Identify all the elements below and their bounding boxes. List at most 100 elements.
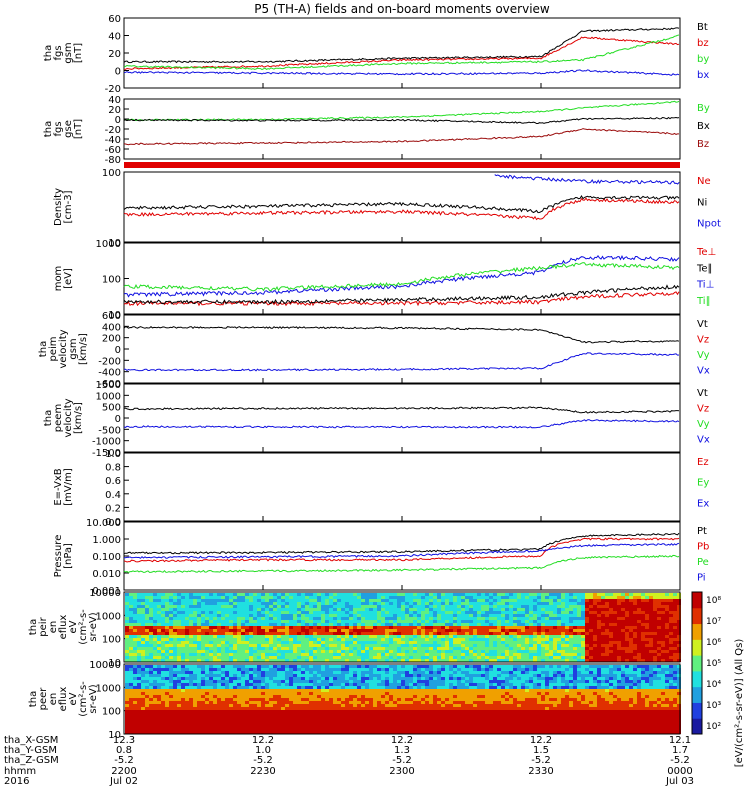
spectrogram-cell [633, 695, 637, 698]
spectrogram-cell [133, 629, 137, 632]
spectrogram-cell [257, 650, 261, 653]
spectrogram-cell [561, 680, 565, 683]
spectrogram-cell [369, 629, 373, 632]
spectrogram-cell [401, 608, 405, 611]
spectrogram-cell [561, 596, 565, 599]
spectrogram-cell [173, 626, 177, 629]
spectrogram-cell [493, 623, 497, 626]
spectrogram-cell [449, 626, 453, 629]
spectrogram-cell [521, 608, 525, 611]
spectrogram-cell [385, 650, 389, 653]
y-tick-label: 100 [102, 275, 121, 286]
spectrogram-cell [409, 677, 413, 680]
spectrogram-cell [193, 680, 197, 683]
spectrogram-cell [657, 659, 661, 662]
spectrogram-cell [445, 683, 449, 686]
spectrogram-cell [173, 674, 177, 677]
spectrogram-cell [453, 608, 457, 611]
spectrogram-cell [489, 683, 493, 686]
spectrogram-cell [481, 656, 485, 659]
spectrogram-cell [497, 638, 501, 641]
spectrogram-cell [613, 680, 617, 683]
spectrogram-cell [461, 689, 465, 692]
spectrogram-cell [125, 632, 129, 635]
spectrogram-cell [589, 629, 593, 632]
spectrogram-cell [145, 644, 149, 647]
spectrogram-cell [213, 635, 217, 638]
spectrogram-cell [537, 608, 541, 611]
spectrogram-cell [341, 632, 345, 635]
spectrogram-cell [325, 620, 329, 623]
spectrogram-cell [341, 689, 345, 692]
spectrogram-cell [337, 647, 341, 650]
spectrogram-cell [185, 674, 189, 677]
spectrogram-cell [129, 611, 133, 614]
spectrogram-cell [317, 632, 321, 635]
spectrogram-cell [305, 635, 309, 638]
spectrogram-cell [669, 641, 673, 644]
spectrogram-cell [269, 680, 273, 683]
spectrogram-cell [549, 608, 553, 611]
spectrogram-cell [513, 647, 517, 650]
spectrogram-cell [517, 626, 521, 629]
spectrogram-cell [509, 632, 513, 635]
spectrogram-cell [165, 656, 169, 659]
spectrogram-cell [645, 638, 649, 641]
spectrogram-cell [485, 638, 489, 641]
spectrogram-cell [377, 620, 381, 623]
spectrogram-cell [405, 596, 409, 599]
spectrogram-cell [497, 686, 501, 689]
spectrogram-cell [445, 602, 449, 605]
spectrogram-cell [637, 695, 641, 698]
spectrogram-cell [521, 668, 525, 671]
spectrogram-cell [545, 647, 549, 650]
spectrogram-cell [513, 668, 517, 671]
spectrogram-cell [225, 659, 229, 662]
spectrogram-cell [481, 617, 485, 620]
spectrogram-cell [425, 611, 429, 614]
spectrogram-cell [269, 665, 273, 668]
spectrogram-cell [537, 683, 541, 686]
spectrogram-cell [293, 593, 297, 596]
spectrogram-cell [253, 599, 257, 602]
spectrogram-cell [541, 605, 545, 608]
spectrogram-cell [433, 668, 437, 671]
spectrogram-cell [613, 686, 617, 689]
spectrogram-cell [213, 653, 217, 656]
spectrogram-cell [313, 617, 317, 620]
spectrogram-cell [317, 593, 321, 596]
spectrogram-cell [277, 623, 281, 626]
spectrogram-cell [313, 677, 317, 680]
spectrogram-cell [641, 614, 645, 617]
spectrogram-cell [357, 644, 361, 647]
spectrogram-cell [269, 647, 273, 650]
spectrogram-cell [345, 638, 349, 641]
spectrogram-cell [161, 638, 165, 641]
spectrogram-cell [649, 695, 653, 698]
spectrogram-cell [473, 650, 477, 653]
spectrogram-cell [221, 680, 225, 683]
spectrogram-cell [461, 626, 465, 629]
spectrogram-cell [373, 629, 377, 632]
spectrogram-cell [585, 641, 589, 644]
spectrogram-cell [225, 593, 229, 596]
spectrogram-cell [221, 602, 225, 605]
spectrogram-cell [325, 596, 329, 599]
spectrogram-cell [157, 656, 161, 659]
spectrogram-cell [345, 671, 349, 674]
spectrogram-cell [401, 653, 405, 656]
spectrogram-cell [477, 638, 481, 641]
spectrogram-cell [209, 620, 213, 623]
spectrogram-cell [541, 602, 545, 605]
spectrogram-cell [125, 695, 129, 698]
spectrogram-cell [149, 623, 153, 626]
spectrogram-cell [329, 665, 333, 668]
spectrogram-cell [257, 599, 261, 602]
spectrogram-cell [225, 620, 229, 623]
spectrogram-cell [497, 596, 501, 599]
spectrogram-cell [541, 641, 545, 644]
spectrogram-cell [233, 602, 237, 605]
spectrogram-cell [133, 692, 137, 695]
spectrogram-cell [185, 653, 189, 656]
